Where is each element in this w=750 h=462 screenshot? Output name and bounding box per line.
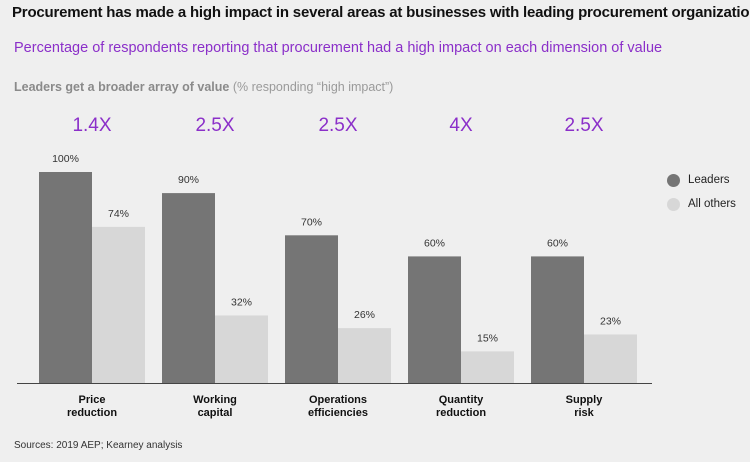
bar-all-others xyxy=(92,226,145,383)
category-label: Working xyxy=(193,394,237,406)
legend-label-all-others: All others xyxy=(688,198,736,210)
multiplier-label: 2.5X xyxy=(564,115,603,136)
category-label: efficiencies xyxy=(308,407,368,419)
multiplier-label: 2.5X xyxy=(195,115,234,136)
bar-all-others xyxy=(584,334,637,383)
chart-heading-bold: Leaders get a broader array of value xyxy=(14,80,230,94)
chart-title: Procurement has made a high impact in se… xyxy=(12,4,750,21)
source-note: Sources: 2019 AEP; Kearney analysis xyxy=(14,440,183,451)
data-label-all-others: 26% xyxy=(354,309,375,321)
legend-item-all-others: All others xyxy=(667,192,736,216)
chart-legend: Leaders All others xyxy=(667,168,736,216)
data-label-all-others: 74% xyxy=(108,208,129,220)
data-label-all-others: 23% xyxy=(600,315,621,327)
bar-all-others xyxy=(461,351,514,383)
category-label: Supply xyxy=(566,394,604,406)
data-label-leaders: 70% xyxy=(301,216,322,228)
category-label: risk xyxy=(574,407,594,419)
legend-item-leaders: Leaders xyxy=(667,168,736,192)
legend-swatch-all-others xyxy=(667,197,680,211)
category-label: Quantity xyxy=(439,394,484,406)
chart-heading: Leaders get a broader array of value (% … xyxy=(14,80,393,94)
bar-leaders xyxy=(162,193,215,383)
bar-leaders xyxy=(39,172,92,383)
category-label: reduction xyxy=(67,407,117,419)
data-label-leaders: 60% xyxy=(424,237,445,249)
category-label: Price xyxy=(79,394,106,406)
bar-leaders xyxy=(408,256,461,383)
bar-all-others xyxy=(215,315,268,383)
data-label-all-others: 15% xyxy=(477,332,498,344)
data-label-leaders: 60% xyxy=(547,237,568,249)
legend-swatch-leaders xyxy=(667,173,680,187)
bar-leaders xyxy=(531,256,584,383)
data-label-leaders: 100% xyxy=(52,153,79,165)
category-label: reduction xyxy=(436,407,486,419)
multiplier-label: 4X xyxy=(449,115,473,136)
data-label-all-others: 32% xyxy=(231,296,252,308)
bar-leaders xyxy=(285,235,338,383)
category-label: capital xyxy=(198,407,233,419)
bar-all-others xyxy=(338,328,391,383)
legend-label-leaders: Leaders xyxy=(688,174,730,186)
chart-subtitle: Percentage of respondents reporting that… xyxy=(14,40,663,56)
multiplier-label: 2.5X xyxy=(318,115,357,136)
chart-heading-light: (% responding “high impact”) xyxy=(229,80,394,94)
data-label-leaders: 90% xyxy=(178,174,199,186)
multiplier-label: 1.4X xyxy=(72,115,111,136)
category-label: Operations xyxy=(309,394,367,406)
